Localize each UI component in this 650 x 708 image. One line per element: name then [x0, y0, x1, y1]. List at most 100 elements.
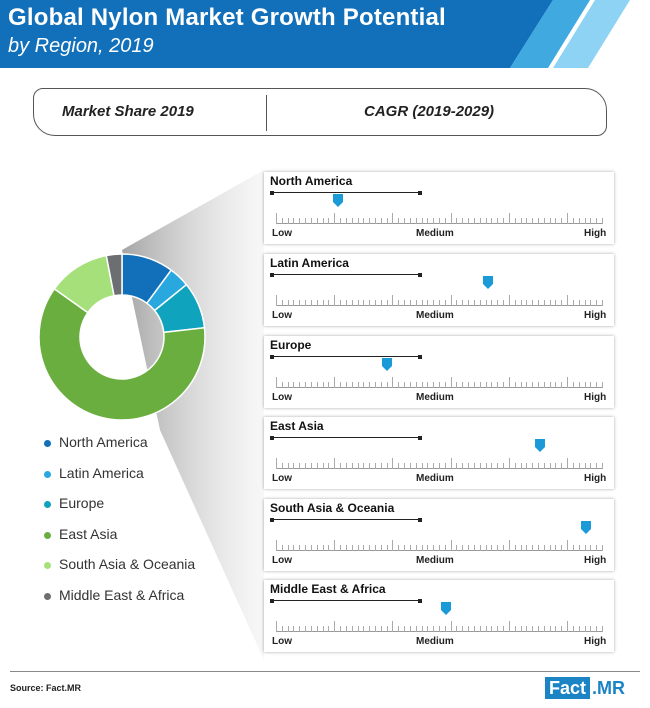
scale-label-high: High [584, 636, 607, 647]
legend-item: East Asia [44, 526, 195, 557]
scale-tick [485, 545, 487, 551]
scale-tick [468, 300, 470, 306]
scale-tick [328, 545, 330, 551]
scale-tick [520, 463, 522, 469]
legend-item: Europe [44, 495, 195, 526]
scale-tick [491, 626, 493, 632]
scale-tick [299, 626, 301, 632]
scale-tick [421, 463, 423, 469]
scale-tick [439, 382, 440, 388]
scale-tick [287, 626, 289, 632]
scale-tick [526, 545, 528, 551]
scale-label-medium: Medium [416, 310, 454, 321]
scale-tick [508, 377, 510, 388]
scale-tick [520, 626, 522, 632]
scale-tick [299, 545, 301, 551]
scale-tick [549, 545, 551, 551]
scale-tick [456, 382, 458, 388]
cagr-scale [276, 537, 603, 551]
scale-tick [462, 382, 464, 388]
scale-tick [404, 463, 406, 469]
cagr-scale [276, 210, 603, 224]
scale-tick [590, 382, 592, 388]
scale-tick [340, 545, 342, 551]
scale-tick [363, 626, 365, 632]
scale-tick [561, 545, 563, 551]
scale-tick [427, 463, 429, 469]
scale-tick [276, 377, 277, 388]
cagr-region-label: North America [270, 174, 353, 188]
scale-tick [433, 463, 435, 469]
scale-tick [508, 621, 510, 632]
cagr-marker-shape [482, 276, 493, 289]
scale-tick [305, 626, 307, 632]
scale-tick [537, 382, 539, 388]
section-divider [266, 95, 267, 131]
scale-tick [345, 545, 347, 551]
scale-tick [596, 626, 598, 632]
region-underline [270, 354, 422, 359]
scale-tick [520, 382, 522, 388]
scale-tick [561, 218, 563, 224]
scale-tick [479, 300, 481, 306]
scale-tick [433, 545, 435, 551]
scale-tick [392, 540, 394, 551]
legend-label: Europe [59, 495, 105, 511]
legend-swatch [44, 562, 51, 569]
cagr-region-label: Latin America [270, 256, 349, 270]
scale-tick [404, 382, 406, 388]
cagr-region-label: Middle East & Africa [270, 582, 386, 596]
scale-tick [310, 300, 312, 306]
cagr-marker [332, 194, 343, 207]
page-subtitle: by Region, 2019 [8, 35, 154, 57]
region-underline [270, 598, 422, 603]
scale-tick [450, 621, 452, 632]
legend-item: North America [44, 434, 195, 465]
scale-tick [468, 218, 470, 224]
scale-tick [555, 218, 557, 224]
scale-tick [415, 382, 417, 388]
scale-tick [602, 218, 603, 224]
scale-tick [415, 545, 417, 551]
scale-label-high: High [584, 310, 607, 321]
page-title: Global Nylon Market Growth Potential [8, 4, 446, 31]
scale-tick [514, 545, 516, 551]
scale-tick [532, 218, 534, 224]
header-main-shape [0, 0, 553, 68]
scale-label-low: Low [272, 228, 292, 239]
scale-tick [409, 382, 411, 388]
scale-tick [293, 626, 295, 632]
scale-tick [456, 218, 458, 224]
scale-tick [549, 300, 551, 306]
scale-tick [363, 463, 365, 469]
footer-divider [10, 671, 640, 672]
cagr-region-label: South Asia & Oceania [270, 501, 395, 515]
scale-tick [357, 545, 359, 551]
scale-tick [322, 463, 324, 469]
scale-tick [468, 626, 470, 632]
scale-tick [281, 382, 283, 388]
scale-tick [433, 300, 435, 306]
scale-tick [532, 382, 534, 388]
scale-tick [602, 463, 603, 469]
scale-tick [404, 300, 406, 306]
scale-tick [363, 218, 365, 224]
scale-tick [409, 218, 411, 224]
legend-swatch [44, 440, 51, 447]
scale-tick [503, 300, 505, 306]
scale-tick [281, 626, 283, 632]
header-stripe-1 [510, 0, 590, 68]
scale-tick [444, 382, 446, 388]
legend-swatch [44, 470, 51, 478]
scale-tick [520, 300, 522, 306]
scale-label-low: Low [272, 392, 292, 403]
scale-tick [427, 382, 429, 388]
scale-tick [526, 300, 528, 306]
scale-tick [537, 300, 539, 306]
header-banner [0, 0, 650, 68]
scale-tick [439, 463, 440, 469]
scale-tick [351, 382, 353, 388]
scale-tick [345, 218, 347, 224]
scale-tick [532, 545, 534, 551]
